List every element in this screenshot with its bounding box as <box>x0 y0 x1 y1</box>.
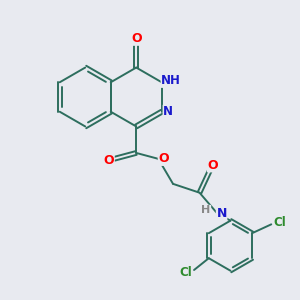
Text: Cl: Cl <box>274 216 286 230</box>
Text: N: N <box>216 207 227 220</box>
Text: Cl: Cl <box>179 266 192 279</box>
Text: NH: NH <box>161 74 181 87</box>
Text: O: O <box>158 152 169 165</box>
Text: O: O <box>103 154 114 167</box>
Text: O: O <box>131 32 142 45</box>
Text: H: H <box>201 206 211 215</box>
Text: O: O <box>208 159 218 172</box>
Text: N: N <box>163 105 173 118</box>
